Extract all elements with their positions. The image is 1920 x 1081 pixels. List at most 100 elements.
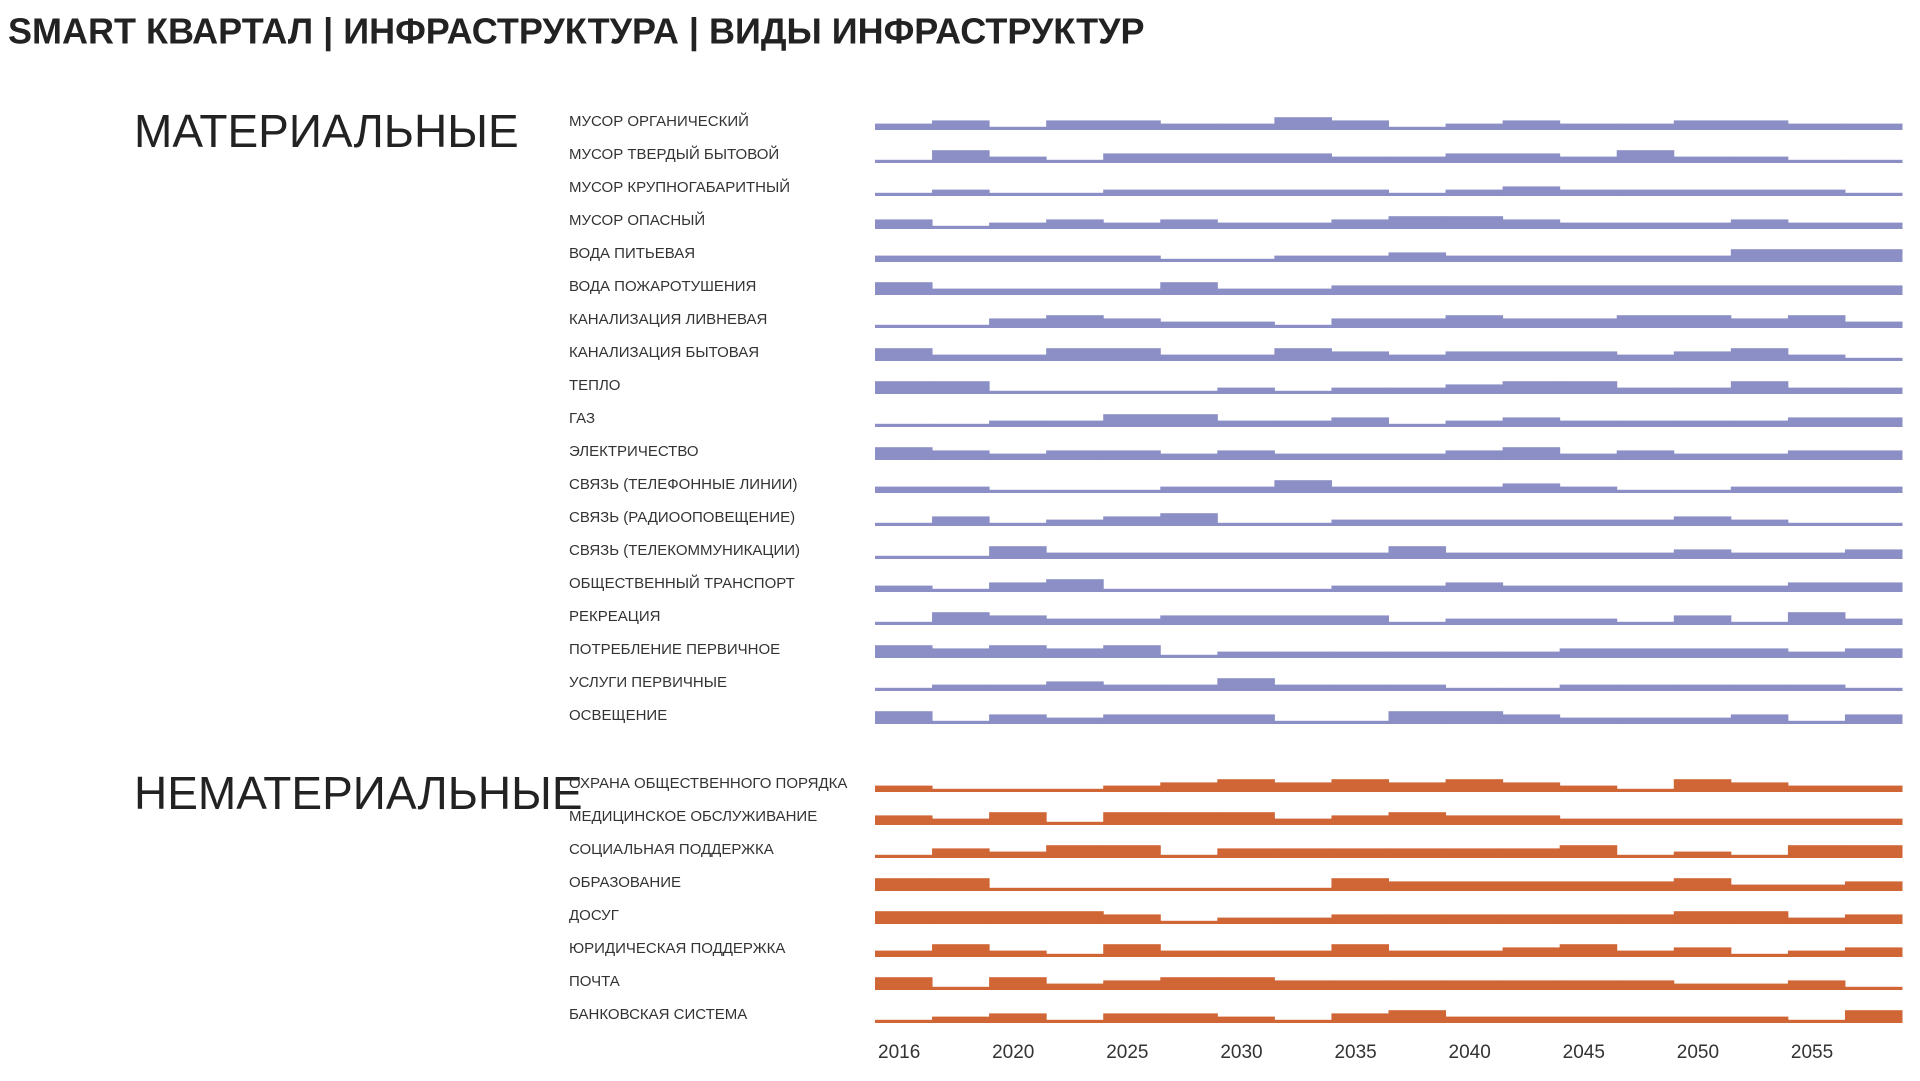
step-bar (1046, 681, 1104, 691)
step-bar (1331, 189, 1389, 196)
step-bar (989, 489, 1047, 493)
step-bar (1331, 453, 1389, 460)
step-bar (989, 977, 1047, 990)
step-bar (1844, 881, 1903, 891)
step-bar (1388, 252, 1447, 262)
step-bar (1046, 192, 1104, 196)
step-bar (1559, 222, 1618, 229)
section-title: НЕМАТЕРИАЛЬНЫЕ (134, 767, 583, 819)
step-bar (1673, 351, 1732, 361)
step-bar (1730, 621, 1789, 625)
step-bar (1616, 489, 1675, 493)
step-bar (1274, 980, 1332, 990)
step-bar (1787, 980, 1846, 990)
step-bar (1331, 815, 1389, 825)
page-title: SMART КВАРТАЛ | ИНФРАСТРУКТУРА | ВИДЫ ИН… (8, 11, 1145, 53)
step-bar (1787, 785, 1846, 792)
step-bar (1331, 417, 1389, 427)
step-bar (1673, 911, 1732, 924)
step-bar (1160, 654, 1218, 658)
step-bar (1217, 950, 1275, 957)
step-bar (1844, 486, 1903, 493)
row-label: ЭЛЕКТРИЧЕСТВО (569, 443, 699, 460)
row-label: ЮРИДИЧЕСКАЯ ПОДДЕРЖКА (569, 940, 785, 957)
step-bar (932, 486, 990, 493)
step-bar (1445, 779, 1504, 792)
step-bar (875, 381, 933, 394)
step-bar (1274, 615, 1332, 625)
step-bar (1445, 285, 1504, 295)
step-bar (875, 192, 933, 196)
step-bar (1844, 249, 1903, 262)
step-bar (1160, 615, 1218, 625)
step-bar (1331, 585, 1389, 592)
step-bar (989, 318, 1047, 328)
step-bar (1103, 845, 1161, 858)
step-bar (1445, 950, 1504, 957)
step-bar (1559, 818, 1618, 825)
row-label: МЕДИЦИНСКОЕ ОБСЛУЖИВАНИЕ (569, 808, 817, 825)
step-bar (1559, 881, 1618, 891)
step-bar (1274, 288, 1332, 295)
step-bar (1844, 947, 1903, 957)
step-bar (1217, 714, 1275, 724)
step-bar (1787, 159, 1846, 163)
step-bar (875, 950, 933, 957)
x-tick-label: 2016 (878, 1042, 920, 1063)
step-bar (1616, 818, 1675, 825)
step-bar (1787, 1019, 1846, 1023)
step-bar (1388, 192, 1447, 196)
step-bar (1217, 486, 1275, 493)
step-bar (1160, 782, 1218, 792)
step-bar (875, 977, 933, 990)
step-bar (1046, 159, 1104, 163)
step-bar (1445, 315, 1504, 328)
step-bar (1616, 315, 1675, 328)
step-bar (1502, 318, 1561, 328)
step-bar (1673, 420, 1732, 427)
step-bar (1787, 884, 1846, 891)
step-bar (989, 522, 1047, 526)
step-bar (1217, 222, 1275, 229)
step-bar (1388, 621, 1447, 625)
step-bar (1274, 420, 1332, 427)
step-bar (1160, 219, 1218, 229)
step-bar (1388, 812, 1447, 825)
step-bar (1673, 255, 1732, 262)
step-bar (1274, 950, 1332, 957)
step-bar (875, 911, 933, 924)
step-bar (1331, 878, 1389, 891)
step-bar (1673, 818, 1732, 825)
step-bar (1274, 189, 1332, 196)
step-bar (875, 555, 933, 559)
step-bar (1730, 1016, 1789, 1023)
step-bar (1730, 818, 1789, 825)
step-bar (1844, 914, 1903, 924)
step-bar (1274, 222, 1332, 229)
step-bar (1046, 315, 1104, 328)
step-bar (1217, 977, 1275, 990)
row-label: УСЛУГИ ПЕРВИЧНЫЕ (569, 674, 727, 691)
step-bar (1388, 848, 1447, 858)
step-bar (1445, 914, 1504, 924)
step-bar (989, 714, 1047, 724)
step-bar (1046, 887, 1104, 891)
step-bar (1217, 651, 1275, 658)
step-bar (1046, 348, 1104, 361)
step-bar (1160, 123, 1218, 130)
step-bar (932, 788, 990, 792)
step-bar (1160, 414, 1218, 427)
step-bar (1730, 156, 1789, 163)
step-bar (1388, 486, 1447, 493)
step-bar (1616, 255, 1675, 262)
step-bar (1217, 288, 1275, 295)
step-bar (1787, 950, 1846, 957)
step-bar (989, 582, 1047, 592)
step-bar (1160, 887, 1218, 891)
step-bar (1160, 920, 1218, 924)
step-bar (1445, 815, 1504, 825)
step-bar (1502, 552, 1561, 559)
step-bar (1274, 153, 1332, 163)
step-bar (1844, 1010, 1903, 1023)
step-bar (875, 324, 933, 328)
